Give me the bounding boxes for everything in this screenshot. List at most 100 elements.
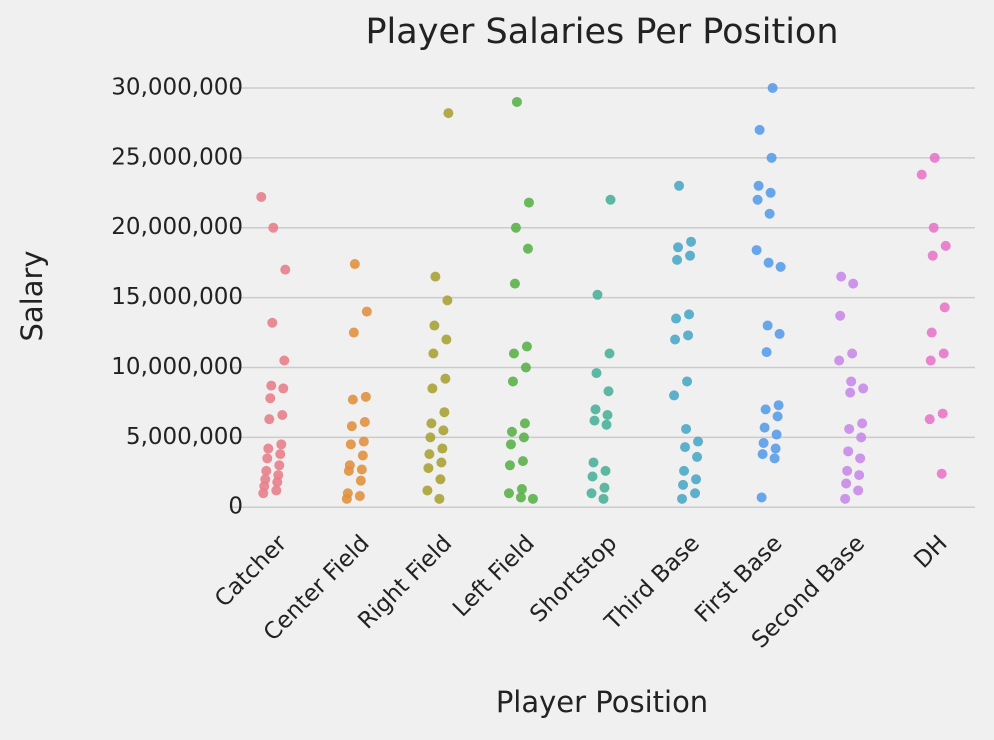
point <box>588 457 599 468</box>
point <box>762 320 773 331</box>
point <box>682 376 693 387</box>
point <box>343 465 354 476</box>
point <box>601 419 612 430</box>
point <box>262 453 273 464</box>
point <box>774 328 785 339</box>
point <box>692 451 703 462</box>
point <box>349 259 360 270</box>
point <box>515 492 526 503</box>
point <box>256 191 267 202</box>
point <box>602 409 613 420</box>
point <box>587 471 598 482</box>
point <box>267 317 278 328</box>
point <box>916 169 927 180</box>
point <box>425 432 436 443</box>
point <box>759 422 770 433</box>
point <box>347 394 358 405</box>
point <box>440 373 451 384</box>
point <box>855 453 866 464</box>
point <box>670 334 681 345</box>
point <box>769 453 780 464</box>
point <box>265 393 276 404</box>
point <box>591 368 602 379</box>
point <box>276 439 287 450</box>
point <box>598 493 609 504</box>
point <box>264 414 275 425</box>
point <box>693 436 704 447</box>
point <box>268 222 279 233</box>
point <box>507 376 518 387</box>
point <box>752 194 763 205</box>
point <box>429 320 440 331</box>
point <box>848 278 859 289</box>
point <box>856 432 867 443</box>
point <box>853 485 864 496</box>
y-axis-label: Salary <box>15 250 49 341</box>
point <box>937 408 948 419</box>
point <box>857 418 868 429</box>
point <box>442 295 453 306</box>
point <box>263 443 274 454</box>
point <box>686 236 697 247</box>
point <box>685 250 696 261</box>
point <box>939 302 950 313</box>
point <box>505 439 516 450</box>
point <box>669 390 680 401</box>
point <box>341 493 352 504</box>
point <box>684 309 695 320</box>
point <box>435 474 446 485</box>
point <box>508 348 519 359</box>
point <box>504 460 515 471</box>
point <box>516 484 527 495</box>
point <box>277 409 288 420</box>
point <box>681 423 692 434</box>
point <box>767 82 778 93</box>
point <box>766 152 777 163</box>
point <box>589 415 600 426</box>
point <box>359 416 370 427</box>
point <box>925 355 936 366</box>
point <box>690 488 701 499</box>
point <box>503 488 514 499</box>
point <box>603 386 614 397</box>
point <box>771 429 782 440</box>
point <box>843 446 854 457</box>
point <box>847 348 858 359</box>
point <box>854 470 865 481</box>
point <box>438 425 449 436</box>
y-tick-label: 15,000,000 <box>111 284 243 310</box>
point <box>844 423 855 434</box>
point <box>586 488 597 499</box>
point <box>770 443 781 454</box>
point <box>754 124 765 135</box>
point <box>756 492 767 503</box>
point <box>271 485 282 496</box>
point <box>940 240 951 251</box>
point <box>842 465 853 476</box>
point <box>427 383 438 394</box>
point <box>261 465 272 476</box>
y-tick-label: 10,000,000 <box>111 354 243 380</box>
point <box>751 245 762 256</box>
point <box>590 404 601 415</box>
point <box>691 474 702 485</box>
chart-title: Player Salaries Per Position <box>365 12 838 52</box>
point <box>520 362 531 373</box>
point <box>924 414 935 425</box>
point <box>527 493 538 504</box>
point <box>443 108 454 119</box>
point <box>773 400 784 411</box>
point <box>845 387 856 398</box>
point <box>928 222 939 233</box>
point <box>266 380 277 391</box>
point <box>360 391 371 402</box>
point <box>763 257 774 268</box>
point <box>517 456 528 467</box>
point <box>506 426 517 437</box>
point <box>437 443 448 454</box>
point <box>509 278 520 289</box>
point <box>672 254 683 265</box>
point <box>279 355 290 366</box>
point <box>683 330 694 341</box>
point <box>423 463 434 474</box>
